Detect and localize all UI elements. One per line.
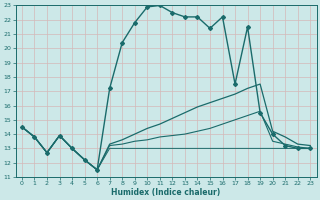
X-axis label: Humidex (Indice chaleur): Humidex (Indice chaleur) (111, 188, 221, 197)
